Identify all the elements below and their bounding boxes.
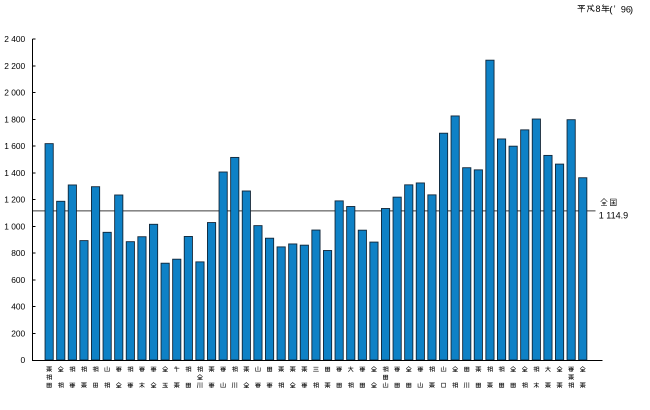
svg-text:1 200: 1 200 [4,195,25,205]
svg-text:400: 400 [11,302,25,312]
svg-text:1 114.9: 1 114.9 [599,210,628,220]
svg-text:1 000: 1 000 [4,221,25,231]
svg-text:0: 0 [21,355,26,365]
svg-text:600: 600 [11,275,25,285]
svg-text:): ) [630,5,633,16]
svg-text:1 800: 1 800 [4,114,25,124]
svg-text:2 000: 2 000 [4,88,25,98]
svg-text:’: ’ [614,4,616,14]
svg-text:800: 800 [11,248,25,258]
svg-text:2 400: 2 400 [4,34,25,44]
svg-text:2 200: 2 200 [4,61,25,71]
svg-text:(: ( [609,5,613,16]
svg-text:8: 8 [596,4,601,14]
svg-text:200: 200 [11,328,25,338]
svg-text:1 600: 1 600 [4,141,25,151]
svg-text:1 400: 1 400 [4,168,25,178]
svg-text:96: 96 [621,4,631,14]
